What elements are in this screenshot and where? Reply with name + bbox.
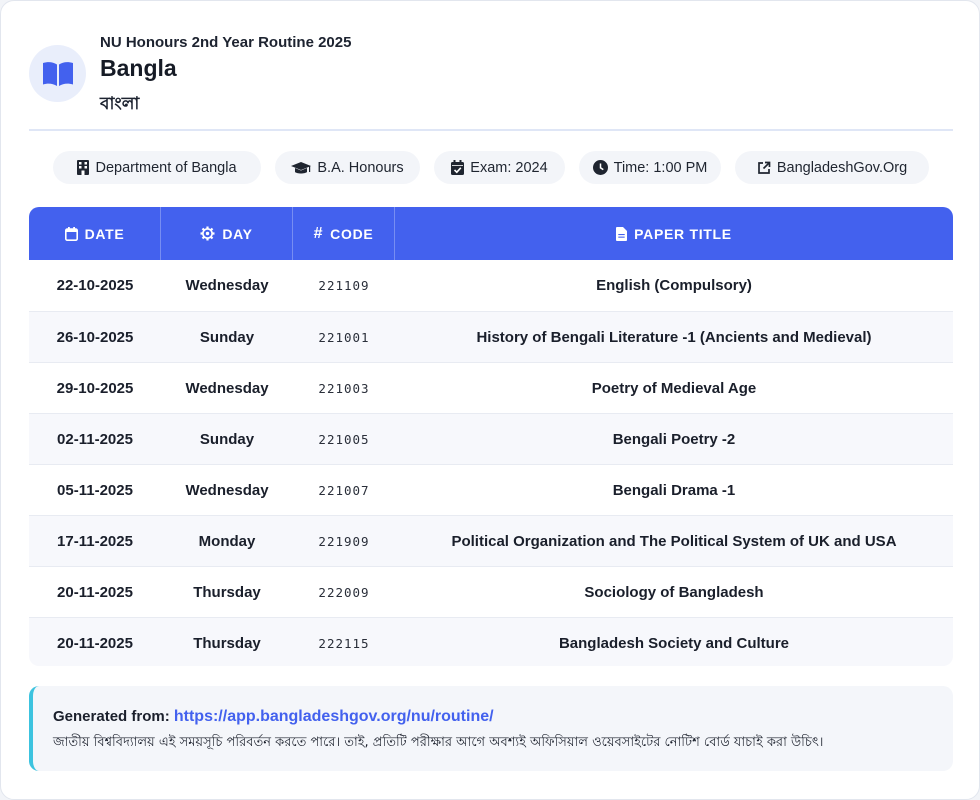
table-row: 02-11-2025 Sunday 221005 Bengali Poetry … [29,413,953,464]
building-icon [77,160,90,175]
cell-date: 29-10-2025 [56,380,134,397]
cell-code: 221001 [318,330,370,345]
cell-day: Thursday [193,635,261,652]
header-divider [29,129,953,131]
external-link-icon [757,161,771,174]
cell-date: 02-11-2025 [57,431,133,448]
column-header-date-label: DATE [84,225,125,242]
cell-paper-title: Bangladesh Society and Culture [558,635,790,652]
column-header-title: PAPER TITLE [395,207,953,260]
calendar-icon [64,226,78,241]
cell-day: Monday [198,533,256,550]
table-row: 20-11-2025 Thursday 222115 Bangladesh So… [29,617,953,666]
cell-paper-title: Poetry of Medieval Age [591,380,757,397]
column-header-title-label: PAPER TITLE [634,225,732,242]
source-note: Generated from: https://app.bangladeshgo… [29,686,953,771]
gear-icon [200,226,215,241]
column-header-day: DAY [161,207,293,260]
disclaimer-text: জাতীয় বিশ্ববিদ্যালয় এই সময়সূচি পরিবর্… [53,735,824,750]
calendar-check-icon [451,160,465,175]
cell-code: 221003 [318,381,370,396]
hash-icon: # [313,224,324,242]
column-header-code-label: CODE [330,225,374,242]
chip-website-link[interactable]: BangladeshGov.Org [735,151,929,184]
routine-supertitle: NU Honours 2nd Year Routine 2025 [100,34,352,51]
table-row: 05-11-2025 Wednesday 221007 Bengali Dram… [29,464,953,515]
cell-date: 17-11-2025 [57,533,133,550]
page-header: NU Honours 2nd Year Routine 2025 Bangla … [29,33,953,129]
cell-date: 22-10-2025 [56,277,134,294]
table-row: 29-10-2025 Wednesday 221003 Poetry of Me… [29,362,953,413]
cell-date: 05-11-2025 [57,482,133,499]
page-subtitle: বাংলা [100,94,140,114]
table-row: 26-10-2025 Sunday 221001 History of Beng… [29,311,953,362]
source-line: Generated from: https://app.bangladeshgo… [53,708,494,726]
cell-paper-title: Bengali Drama -1 [612,482,736,499]
chip-exam-label: Exam: 2024 [470,159,548,176]
cell-code: 222115 [318,636,370,651]
cell-date: 20-11-2025 [57,584,133,601]
cell-code: 221005 [318,432,370,447]
cell-paper-title: Sociology of Bangladesh [584,584,764,601]
book-icon [42,61,73,86]
chip-degree-label: B.A. Honours [317,159,404,176]
cell-code: 221909 [318,534,370,549]
cell-day: Sunday [199,431,255,448]
website-link[interactable]: BangladeshGov.Org [776,159,908,176]
chip-department-label: Department of Bangla [95,159,237,176]
clock-icon [592,160,608,175]
table-row: 20-11-2025 Thursday 222009 Sociology of … [29,566,953,617]
cell-paper-title: History of Bengali Literature -1 (Ancien… [476,329,872,346]
cell-day: Sunday [199,329,255,346]
cell-paper-title: Political Organization and The Political… [451,533,897,550]
source-url-link[interactable]: https://app.bangladeshgov.org/nu/routine… [173,708,494,725]
info-chips: Department of Bangla B.A. Honours Exam: … [1,151,980,184]
table-body: 22-10-2025 Wednesday 221109 English (Com… [29,260,953,666]
cell-code: 221007 [318,483,370,498]
chip-time-label: Time: 1:00 PM [613,159,708,176]
table-row: 22-10-2025 Wednesday 221109 English (Com… [29,260,953,311]
table-row: 17-11-2025 Monday 221909 Political Organ… [29,515,953,566]
book-icon-badge [29,45,86,102]
source-label: Generated from: [53,708,170,725]
chip-exam-time: Time: 1:00 PM [579,151,721,184]
cell-day: Thursday [193,584,261,601]
routine-table: DATE DAY # CODE [29,207,953,666]
column-header-code: # CODE [293,207,395,260]
file-icon [616,226,628,241]
cell-paper-title: English (Compulsory) [596,277,752,294]
chip-department: Department of Bangla [53,151,261,184]
chip-exam-year: Exam: 2024 [434,151,565,184]
cell-day: Wednesday [185,482,269,499]
column-header-day-label: DAY [222,225,253,242]
cell-day: Wednesday [185,277,269,294]
table-header: DATE DAY # CODE [29,207,953,260]
cell-date: 20-11-2025 [57,635,133,652]
cell-date: 26-10-2025 [56,329,134,346]
cell-code: 222009 [318,585,370,600]
column-header-date: DATE [29,207,161,260]
chip-degree: B.A. Honours [275,151,420,184]
page-title: Bangla [100,55,177,81]
cell-paper-title: Bengali Poetry -2 [612,431,736,448]
cell-code: 221109 [318,278,370,293]
graduation-cap-icon [291,161,312,173]
cell-day: Wednesday [185,380,269,397]
